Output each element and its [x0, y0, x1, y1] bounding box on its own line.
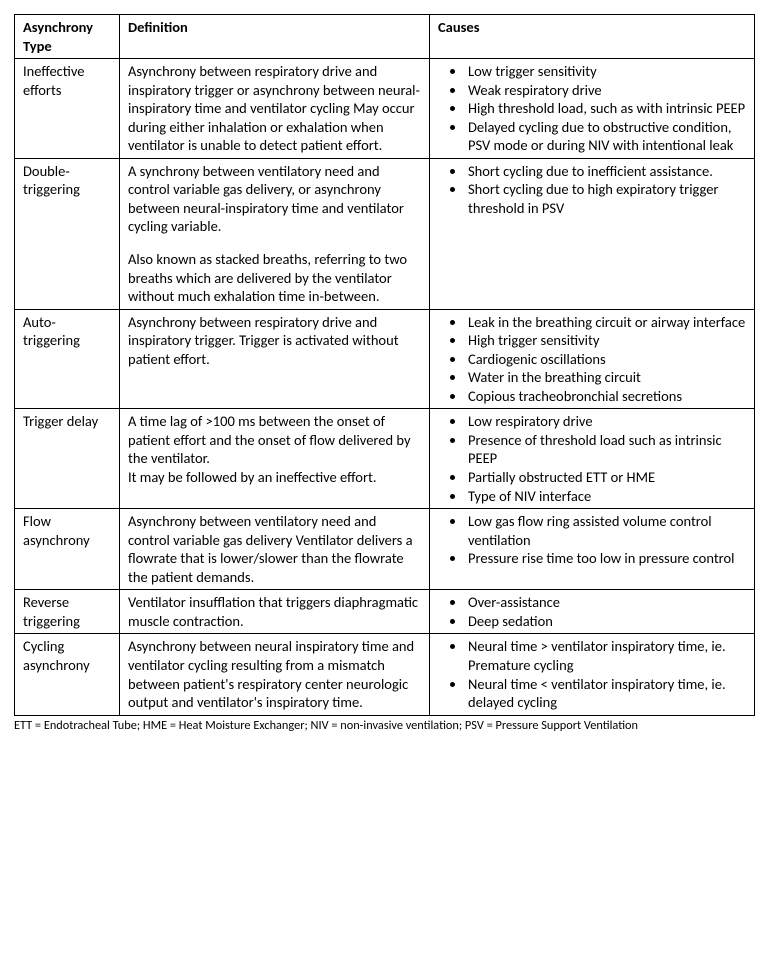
- definition-text: A time lag of >100 ms between the onset …: [128, 412, 421, 468]
- cell-definition: Asynchrony between neural inspiratory ti…: [120, 634, 430, 715]
- cell-asynchrony-type: Reverse triggering: [15, 590, 120, 634]
- causes-list-item: Low trigger sensitivity: [466, 62, 746, 81]
- table-body: Ineffective effortsAsynchrony between re…: [15, 59, 755, 716]
- causes-list-item: Over-assistance: [466, 593, 746, 612]
- cell-causes: Neural time > ventilator inspiratory tim…: [430, 634, 755, 715]
- causes-list-item: Pressure rise time too low in pressure c…: [466, 549, 746, 568]
- causes-list: Short cycling due to inefficient assista…: [438, 162, 746, 218]
- causes-list-item: Weak respiratory drive: [466, 81, 746, 100]
- table-row: Ineffective effortsAsynchrony between re…: [15, 59, 755, 159]
- definition-text: Asynchrony between ventilatory need and …: [128, 512, 421, 586]
- cell-asynchrony-type: Auto-triggering: [15, 309, 120, 409]
- causes-list: Low trigger sensitivityWeak respiratory …: [438, 62, 746, 155]
- causes-list: Over-assistanceDeep sedation: [438, 593, 746, 630]
- definition-text: Ventilator insufflation that triggers di…: [128, 593, 421, 630]
- causes-list-item: Copious tracheobronchial secretions: [466, 387, 746, 406]
- table-row: Flow asynchronyAsynchrony between ventil…: [15, 509, 755, 590]
- cell-asynchrony-type: Double-triggering: [15, 158, 120, 309]
- causes-list-item: Low gas flow ring assisted volume contro…: [466, 512, 746, 549]
- cell-causes: Low gas flow ring assisted volume contro…: [430, 509, 755, 590]
- header-definition: Definition: [120, 15, 430, 59]
- causes-list-item: Water in the breathing circuit: [466, 368, 746, 387]
- page-container: Asynchrony Type Definition Causes Ineffe…: [0, 0, 768, 743]
- cell-definition: Asynchrony between respiratory drive and…: [120, 59, 430, 159]
- causes-list-item: Neural time < ventilator inspiratory tim…: [466, 675, 746, 712]
- cell-asynchrony-type: Flow asynchrony: [15, 509, 120, 590]
- causes-list-item: Cardiogenic oscillations: [466, 350, 746, 369]
- table-row: Cycling asynchronyAsynchrony between neu…: [15, 634, 755, 715]
- causes-list-item: Type of NIV interface: [466, 487, 746, 506]
- asynchrony-table: Asynchrony Type Definition Causes Ineffe…: [14, 14, 755, 716]
- table-row: Double-triggeringA synchrony between ven…: [15, 158, 755, 309]
- causes-list-item: Leak in the breathing circuit or airway …: [466, 313, 746, 332]
- causes-list-item: Short cycling due to high expiratory tri…: [466, 180, 746, 217]
- causes-list-item: Presence of threshold load such as intri…: [466, 431, 746, 468]
- causes-list: Low gas flow ring assisted volume contro…: [438, 512, 746, 568]
- definition-text: Asynchrony between respiratory drive and…: [128, 313, 421, 369]
- cell-asynchrony-type: Cycling asynchrony: [15, 634, 120, 715]
- causes-list-item: Short cycling due to inefficient assista…: [466, 162, 746, 181]
- cell-definition: Asynchrony between ventilatory need and …: [120, 509, 430, 590]
- abbreviations-footnote: ETT = Endotracheal Tube; HME = Heat Mois…: [14, 718, 754, 733]
- header-asynchrony-type: Asynchrony Type: [15, 15, 120, 59]
- causes-list: Neural time > ventilator inspiratory tim…: [438, 637, 746, 711]
- definition-text: Asynchrony between neural inspiratory ti…: [128, 637, 421, 711]
- causes-list: Leak in the breathing circuit or airway …: [438, 313, 746, 406]
- cell-causes: Low trigger sensitivityWeak respiratory …: [430, 59, 755, 159]
- causes-list-item: High threshold load, such as with intrin…: [466, 99, 746, 118]
- causes-list-item: Partially obstructed ETT or HME: [466, 468, 746, 487]
- causes-list-item: High trigger sensitivity: [466, 331, 746, 350]
- cell-asynchrony-type: Trigger delay: [15, 409, 120, 509]
- definition-text: Also known as stacked breaths, referring…: [128, 250, 421, 306]
- header-causes: Causes: [430, 15, 755, 59]
- causes-list-item: Delayed cycling due to obstructive condi…: [466, 118, 746, 155]
- definition-text: Asynchrony between respiratory drive and…: [128, 62, 421, 155]
- cell-asynchrony-type: Ineffective efforts: [15, 59, 120, 159]
- definition-text: A synchrony between ventilatory need and…: [128, 162, 421, 236]
- causes-list-item: Low respiratory drive: [466, 412, 746, 431]
- paragraph-gap: [128, 236, 421, 250]
- table-header-row: Asynchrony Type Definition Causes: [15, 15, 755, 59]
- cell-definition: Asynchrony between respiratory drive and…: [120, 309, 430, 409]
- table-row: Reverse triggeringVentilator insufflatio…: [15, 590, 755, 634]
- causes-list-item: Neural time > ventilator inspiratory tim…: [466, 637, 746, 674]
- table-row: Auto-triggeringAsynchrony between respir…: [15, 309, 755, 409]
- table-row: Trigger delayA time lag of >100 ms betwe…: [15, 409, 755, 509]
- cell-definition: A synchrony between ventilatory need and…: [120, 158, 430, 309]
- definition-text: It may be followed by an ineffective eff…: [128, 468, 421, 487]
- cell-definition: A time lag of >100 ms between the onset …: [120, 409, 430, 509]
- cell-definition: Ventilator insufflation that triggers di…: [120, 590, 430, 634]
- cell-causes: Over-assistanceDeep sedation: [430, 590, 755, 634]
- cell-causes: Low respiratory drivePresence of thresho…: [430, 409, 755, 509]
- cell-causes: Leak in the breathing circuit or airway …: [430, 309, 755, 409]
- causes-list: Low respiratory drivePresence of thresho…: [438, 412, 746, 505]
- causes-list-item: Deep sedation: [466, 612, 746, 631]
- cell-causes: Short cycling due to inefficient assista…: [430, 158, 755, 309]
